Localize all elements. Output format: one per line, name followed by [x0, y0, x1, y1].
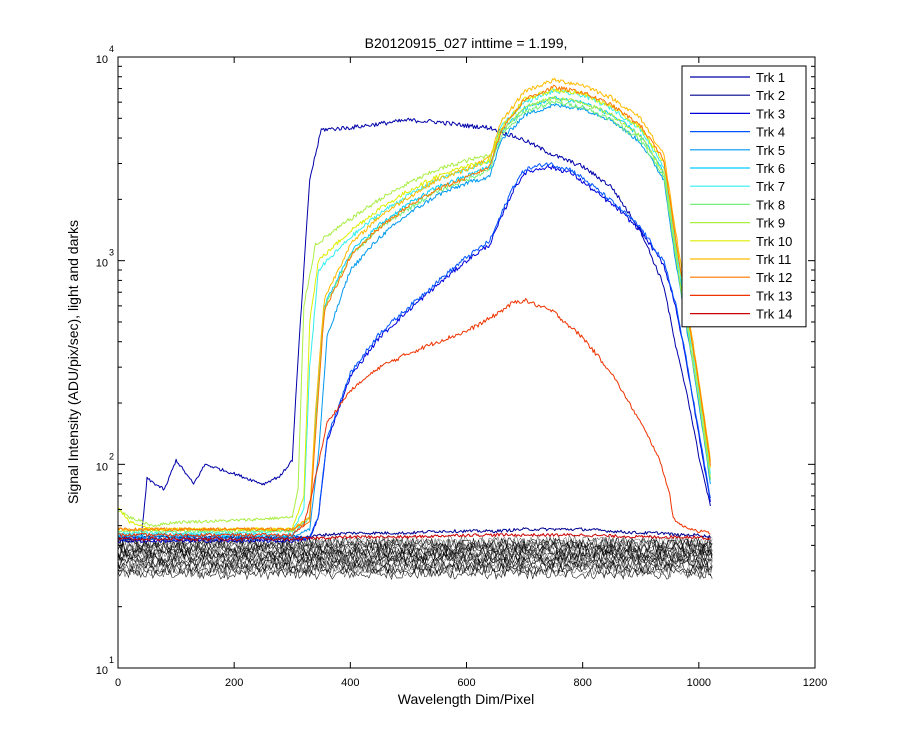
- legend-entry-label: Trk 6: [756, 161, 785, 176]
- legend-entry-label: Trk 4: [756, 125, 785, 140]
- series-dark-4: [118, 555, 713, 570]
- series-dark-10: [118, 540, 713, 555]
- legend-entry-label: Trk 11: [756, 252, 791, 267]
- y-tick-label-exponent: 4: [109, 44, 114, 54]
- series-dark-7: [118, 564, 713, 579]
- series-line-11: [118, 77, 711, 532]
- series-line-12: [118, 84, 711, 532]
- series-line-1: [118, 117, 711, 541]
- legend-box: [681, 65, 807, 328]
- series-line-9: [118, 95, 711, 528]
- y-tick-label-exponent: 2: [109, 451, 114, 461]
- x-tick-label: 800: [573, 677, 591, 689]
- series-line-3: [118, 164, 711, 544]
- series-line-4: [118, 162, 711, 541]
- legend-entry-label: Trk 2: [756, 88, 785, 103]
- x-tick-label: 400: [341, 677, 359, 689]
- legend-entry-label: Trk 7: [756, 179, 785, 194]
- legend-entry-label: Trk 8: [756, 197, 785, 212]
- series-line-14: [118, 532, 711, 541]
- series-dark-13: [118, 534, 713, 549]
- dark-trace-1: [118, 567, 713, 581]
- series-dark-12: [118, 545, 713, 560]
- x-tick-label: 0: [115, 677, 121, 689]
- y-tick-label-exponent: 3: [109, 248, 114, 258]
- y-tick-label-base: 10: [96, 54, 108, 66]
- y-tick-label-base: 10: [96, 258, 108, 270]
- x-axis-label: Wavelength Dim/Pixel: [398, 691, 534, 707]
- legend: Trk 1 Trk 2 Trk 3 Trk 4 Trk 5 Trk 6 Trk 7 Trk 8…: [681, 65, 807, 328]
- x-tick-label: 600: [457, 677, 475, 689]
- legend-entry-label: Trk 9: [756, 216, 785, 231]
- x-tick-label: 200: [225, 677, 243, 689]
- y-tick-label-exponent: 1: [109, 655, 114, 665]
- legend-entry-label: Trk 1: [756, 70, 785, 85]
- series-dark-14: [118, 548, 713, 562]
- series-dark-2: [118, 543, 713, 558]
- legend-entry-label: Trk 12: [756, 270, 792, 285]
- y-axis-label: Signal Intensity (ADU/pix/sec), light an…: [65, 220, 81, 504]
- y-tick-label-base: 10: [96, 461, 108, 473]
- series-line-8: [118, 100, 711, 534]
- y-tick-label-base: 10: [96, 665, 108, 677]
- chart-title: B20120915_027 inttime = 1.199,: [365, 35, 568, 51]
- series-line-13: [118, 298, 711, 537]
- series-dark-8: [118, 552, 713, 567]
- x-tick-label: 1000: [687, 677, 711, 689]
- legend-entry-label: Trk 5: [756, 143, 785, 158]
- legend-entry-label: Trk 10: [756, 234, 792, 249]
- legend-entry-label: Trk 14: [756, 307, 792, 322]
- x-axis-ticks: 0 200 400 600 800 1000 1200: [115, 57, 827, 689]
- legend-entry-label: Trk 3: [756, 106, 785, 121]
- series-layer: [118, 77, 713, 581]
- x-tick-label: 1200: [803, 677, 827, 689]
- legend-entry-label: Trk 13: [756, 288, 792, 303]
- series-dark-5: [118, 558, 713, 573]
